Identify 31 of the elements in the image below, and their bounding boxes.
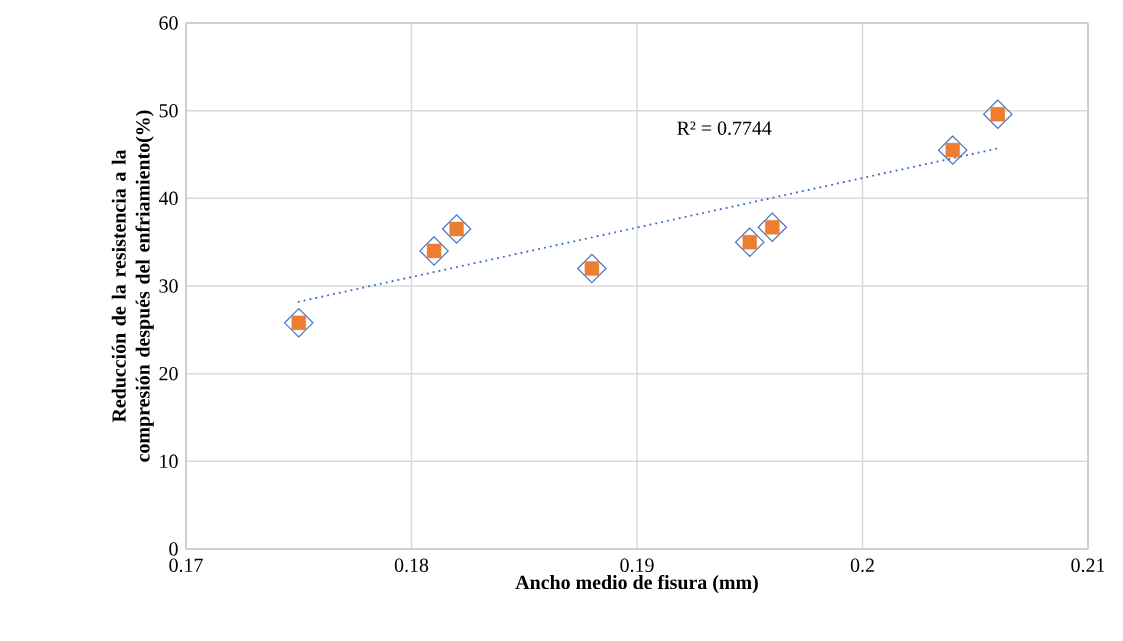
x-tick-label: 0.17 [169,558,203,573]
point [584,261,600,276]
x-tick-label: 0.18 [394,558,429,573]
annotation: R² = 0.7744 [677,121,772,135]
x-tick-label: 0.19 [620,558,654,573]
point [426,243,442,259]
point [441,214,472,244]
point [937,135,968,165]
point [577,253,607,284]
y-tick-label: 20 [159,366,178,381]
y-tick-label: 60 [159,16,178,30]
point [983,99,1013,129]
point [990,106,1006,122]
point [765,220,780,235]
y-tick-label: 50 [159,103,178,118]
y-tick-label: 30 [159,279,178,293]
y-tick-label: 40 [158,191,178,206]
x-axis-title: Ancho medio de fisura (mm) [515,574,758,594]
point [742,234,757,250]
point [419,236,449,266]
point [284,308,314,338]
y-axis-title: Reducción de la resistencia a la compresión después del enfriamiento(%) [111,110,154,462]
point [449,221,464,237]
x-tick-label: 0.2 [850,558,874,573]
point [291,315,306,331]
point [945,142,960,158]
y-tick-label: 10 [160,454,178,469]
y-tick-label: 0 [169,542,178,556]
point [735,227,765,257]
point [757,212,788,243]
x-tick-label: 0.21 [1071,558,1105,573]
